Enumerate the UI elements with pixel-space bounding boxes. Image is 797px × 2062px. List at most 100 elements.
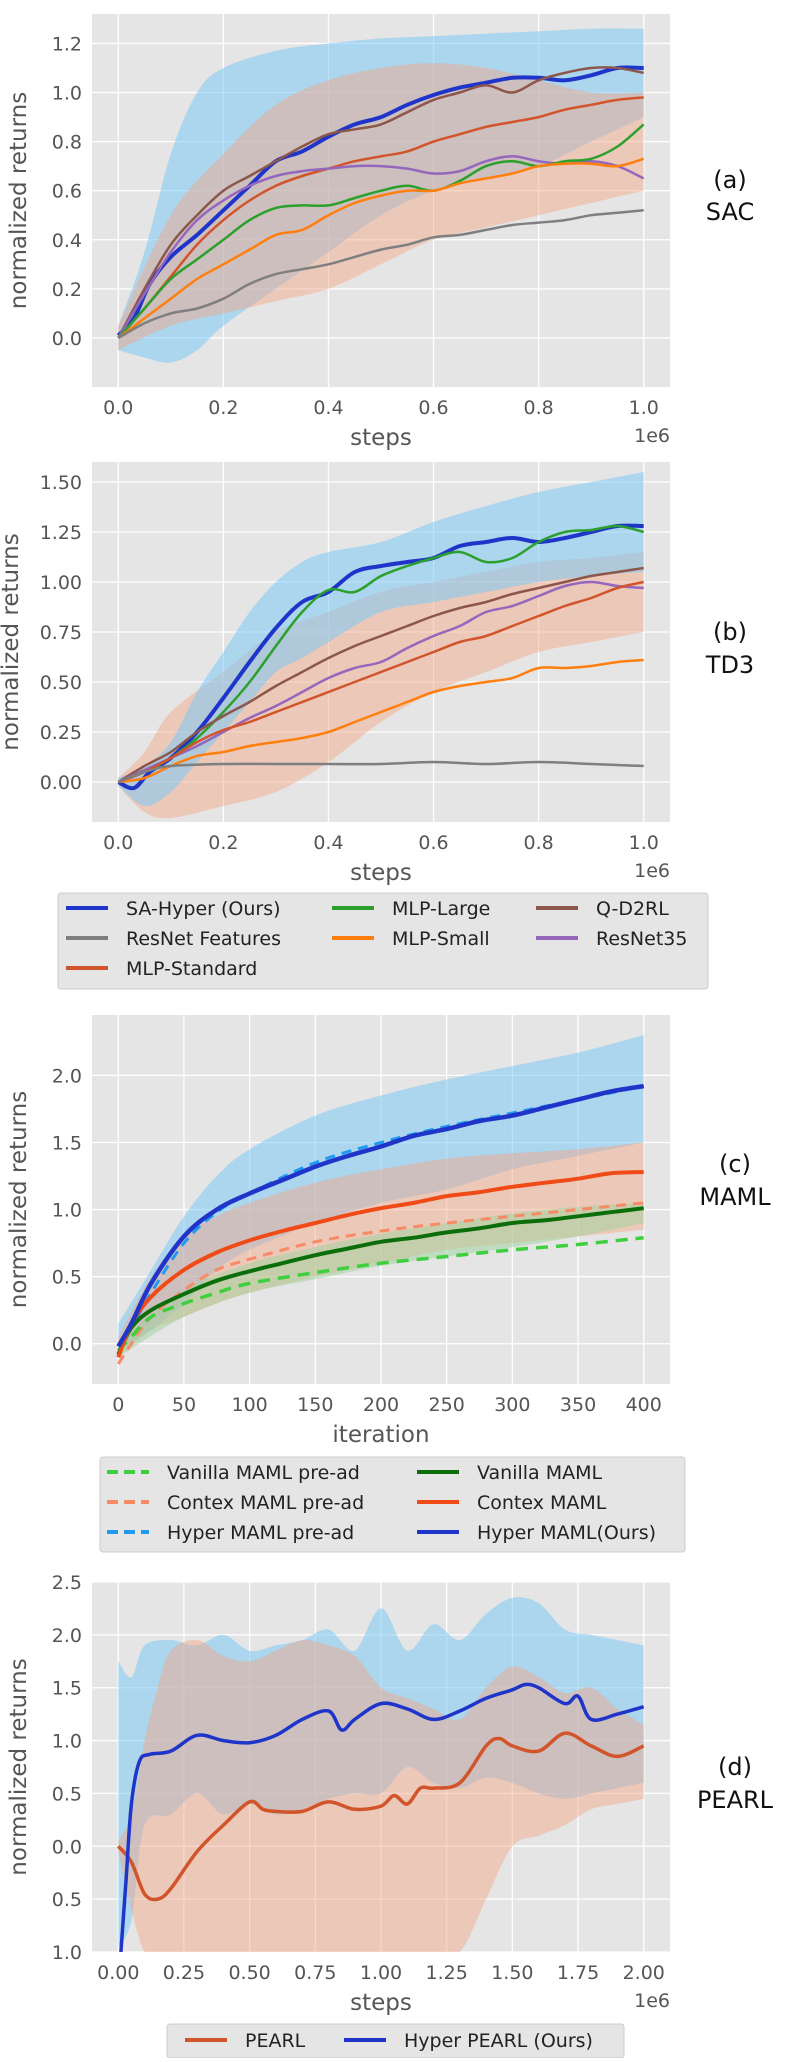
y-axis-label: normalized returns [0, 533, 24, 750]
y-tick-label: 0.50 [40, 672, 82, 694]
legend-box [57, 892, 709, 990]
series-line-pearl [116, 1731, 645, 1902]
y-tick-label: 1.50 [40, 472, 82, 494]
legend-label-vanilla-maml: Vanilla MAML [477, 1462, 603, 1484]
chart-panel-a: 0.0 0.2 0.4 0.6 0.8 1.0 0.0 0.2 0.4 0.6 0.8 1.0 1.2 s… [6, 14, 754, 451]
series-line-q-d2rl [117, 566, 644, 784]
band-vanilla-maml-band [118, 1202, 644, 1358]
legend-label-hyper-maml-pre-ad: Hyper MAML pre-ad [167, 1522, 354, 1544]
legend-label-mlp-standard: MLP-Standard [126, 958, 257, 980]
y-tick-label: 0.00 [40, 772, 82, 794]
series-line-mlp-standard [117, 580, 644, 784]
legend-label-sa-hyper-ours: SA-Hyper (Ours) [126, 898, 281, 920]
series-line-resnet-features [117, 760, 644, 784]
x-tick-label: 0.8 [524, 397, 554, 419]
legend-label-pearl: PEARL [245, 2030, 306, 2052]
y-tick-label: 0.75 [40, 622, 82, 644]
y-tick-label: 0.25 [40, 722, 82, 744]
y-tick-label: 0.5 [52, 1889, 82, 1911]
y-tick-label: 1.00 [40, 572, 82, 594]
x-tick-label: 0.50 [228, 1962, 270, 1984]
series-line-contex-maml [116, 1170, 644, 1358]
y-tick-label: 1.5 [52, 1132, 82, 1154]
x-offset-label: 1e6 [634, 1990, 670, 2012]
panel-name: MAML [699, 1183, 771, 1211]
series-line-vanilla-maml [116, 1206, 644, 1356]
x-tick-label: 1.0 [629, 397, 659, 419]
y-tick-label: 2.0 [52, 1065, 82, 1087]
series-line-q-d2rl [117, 66, 644, 339]
legend-label-resnet-features: ResNet Features [126, 928, 281, 950]
series-line-mlp-small [117, 157, 645, 339]
y-tick-label: 1.2 [52, 33, 82, 55]
plot-marks [116, 1597, 645, 1952]
y-tick-label: 0.5 [52, 1783, 82, 1805]
plot-marks [117, 472, 645, 819]
x-tick-label: 1.25 [426, 1962, 468, 1984]
series-line-hyper-maml-ours [116, 1083, 645, 1348]
y-tick-label: 0.2 [52, 279, 82, 301]
chart-panel-d: 0.00 0.25 0.50 0.75 1.00 1.25 1.50 1.75 2.00 1.0 0… [6, 1572, 774, 2016]
x-tick-label: 0.0 [103, 832, 133, 854]
x-tick-label: 1.50 [491, 1962, 533, 1984]
x-tick-label: 0 [112, 1394, 124, 1416]
legend-label-q-d2rl: Q-D2RL [596, 898, 669, 920]
legend-pearl: PEARL Hyper PEARL (Ours) [166, 2023, 625, 2059]
x-tick-label: 0.25 [163, 1962, 205, 1984]
x-tick-label: 0.2 [208, 397, 238, 419]
legend-label-hyper-maml-ours: Hyper MAML(Ours) [477, 1522, 656, 1544]
panel-label: (d) [718, 1753, 752, 1781]
plot-marks [116, 1035, 645, 1365]
y-tick-label: 1.0 [52, 1942, 82, 1964]
y-tick-label: 0.0 [52, 1836, 82, 1858]
y-tick-label: 1.0 [52, 1731, 82, 1753]
x-offset-label: 1e6 [634, 860, 670, 882]
band-mlp-standard-band [118, 63, 644, 351]
y-tick-label: 1.0 [52, 83, 82, 105]
y-tick-label: 0.0 [52, 328, 82, 350]
y-tick-label: 0.4 [52, 230, 82, 252]
x-tick-label: 2.00 [623, 1962, 665, 1984]
chart-panel-b: 0.0 0.2 0.4 0.6 0.8 1.0 0.00 0.25 0.50 0.75 1.00 1.… [0, 462, 754, 886]
series-line-hyper-pearl-ours [119, 1682, 645, 1952]
panel-name: SAC [706, 198, 754, 226]
legend-box [99, 1456, 686, 1553]
series-line-resnet-features [117, 209, 644, 339]
legend-label-mlp-small: MLP-Small [392, 928, 490, 950]
x-offset-label: 1e6 [634, 425, 670, 447]
legend-label-resnet35: ResNet35 [596, 928, 687, 950]
series-line-hyper-maml-pre-ad [117, 1084, 645, 1348]
x-tick-label: 300 [494, 1394, 530, 1416]
x-tick-label: 1.00 [360, 1962, 402, 1984]
panel-label: (b) [713, 618, 747, 646]
y-tick-label: 0.8 [52, 132, 82, 154]
x-tick-label: 200 [363, 1394, 399, 1416]
band-sa-hyper-ours-band [118, 472, 644, 807]
panel-name: PEARL [697, 1786, 774, 1814]
series-line-mlp-large [117, 123, 645, 339]
y-tick-label: 1.25 [40, 522, 82, 544]
series-line-vanilla-maml-pre-ad [117, 1235, 644, 1352]
x-tick-label: 0.4 [313, 397, 343, 419]
x-tick-label: 100 [232, 1394, 268, 1416]
y-tick-label: 2.0 [52, 1625, 82, 1647]
x-tick-label: 50 [172, 1394, 196, 1416]
y-axis-label: normalized returns [6, 1091, 32, 1308]
x-tick-label: 0.6 [418, 832, 448, 854]
panel-label: (a) [713, 166, 746, 194]
band-hyper-pearl-band [118, 1597, 644, 1947]
chart-panel-c: 0 50 100 150 200 250 300 350 400 0.0 0.5 1.0 1.5 2.0 i… [6, 1015, 771, 1448]
x-tick-label: 0.00 [97, 1962, 139, 1984]
series-line-resnet35 [117, 580, 644, 784]
x-tick-label: 0.2 [208, 832, 238, 854]
legend-label-contex-maml-pre-ad: Contex MAML pre-ad [167, 1492, 364, 1514]
x-axis-label: iteration [332, 1422, 429, 1448]
series-line-sa-hyper-ours [117, 523, 644, 791]
y-tick-label: 0.0 [52, 1334, 82, 1356]
x-tick-label: 150 [297, 1394, 333, 1416]
x-axis-label: steps [350, 1990, 412, 2016]
series-line-mlp-small [118, 658, 644, 784]
band-mlp-standard-band [118, 552, 644, 819]
